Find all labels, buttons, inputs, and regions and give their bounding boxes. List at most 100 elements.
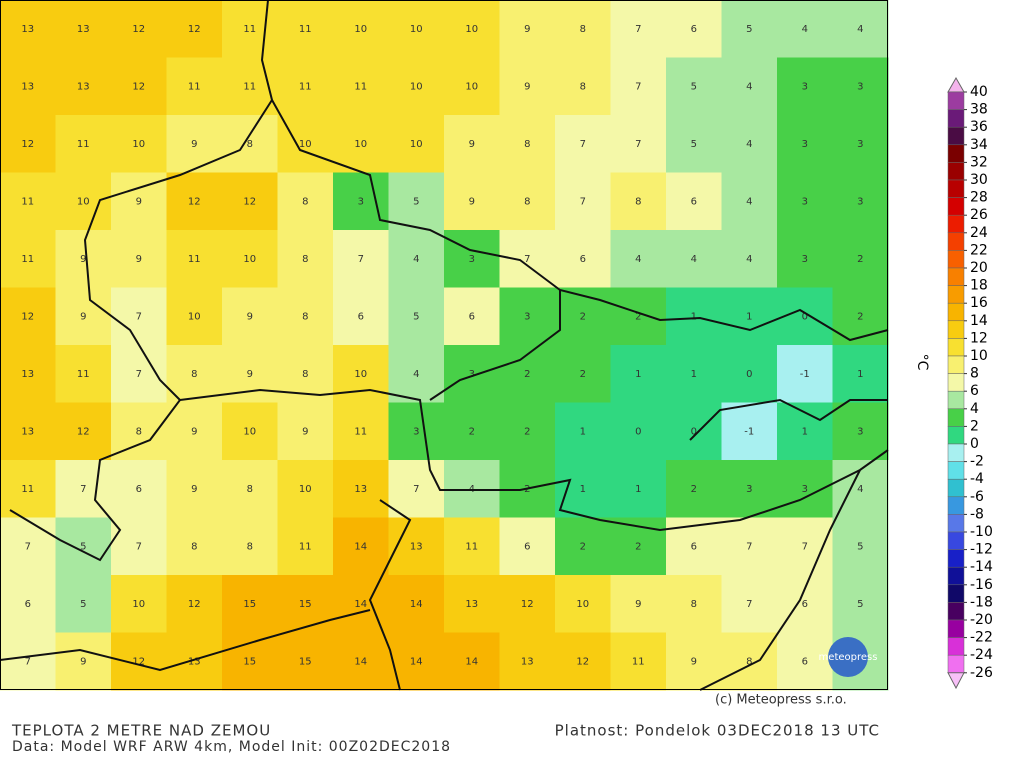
temperature-label: 11 — [243, 24, 256, 35]
temperature-label: 10 — [77, 196, 90, 207]
temperature-cell — [222, 172, 278, 231]
temperature-label: 8 — [691, 599, 697, 610]
temperature-label: 9 — [524, 24, 530, 35]
temperature-label: 13 — [21, 426, 34, 437]
temperature-cell — [166, 57, 223, 116]
temperature-cell — [333, 115, 389, 173]
temperature-cell — [832, 517, 889, 576]
temperature-label: 7 — [524, 254, 530, 265]
colorbar-label: 28 — [970, 190, 988, 206]
temperature-cell — [721, 172, 778, 231]
temperature-cell — [388, 345, 445, 403]
temperature-label: 13 — [188, 656, 201, 667]
colorbar-band — [947, 408, 965, 427]
temperature-cell — [499, 115, 556, 173]
temperature-label: 10 — [354, 139, 367, 150]
temperature-label: 10 — [354, 369, 367, 380]
temperature-cell — [111, 517, 167, 576]
temperature-cell — [610, 0, 667, 58]
temperature-cell — [0, 632, 56, 691]
temperature-cell — [55, 402, 112, 461]
temperature-cell — [666, 172, 722, 231]
temperature-cell — [555, 230, 611, 288]
temperature-cell — [166, 0, 223, 58]
temperature-cell — [444, 0, 500, 58]
temperature-label: 4 — [746, 196, 752, 207]
temperature-cell — [0, 460, 56, 518]
temperature-label: 12 — [188, 24, 201, 35]
colorbar-top — [947, 76, 965, 93]
colorbar-band — [947, 584, 965, 603]
temperature-label: 7 — [136, 311, 142, 322]
temperature-cell — [55, 517, 112, 576]
temperature-label: 12 — [243, 196, 256, 207]
temperature-cell — [388, 57, 445, 116]
temperature-cell — [333, 287, 389, 346]
colorbar-label: 26 — [970, 207, 988, 223]
temperature-cell — [222, 0, 278, 58]
colorbar-label: 24 — [970, 225, 988, 241]
colorbar-band — [947, 373, 965, 392]
temperature-cell — [666, 57, 722, 116]
temperature-cell — [166, 172, 223, 231]
colorbar-label: 12 — [970, 330, 988, 346]
temperature-cell — [0, 57, 56, 116]
border — [0, 609, 371, 672]
temperature-cell — [444, 517, 500, 576]
temperature-label: 11 — [632, 656, 645, 667]
temperature-label: 8 — [580, 81, 586, 92]
temperature-label: 12 — [132, 656, 145, 667]
temperature-label: 9 — [635, 599, 641, 610]
temperature-label: 6 — [691, 24, 697, 35]
colorbar-band — [947, 144, 965, 163]
temperature-cell — [666, 460, 722, 518]
temperature-label: 0 — [802, 311, 808, 322]
colorbar-band — [947, 566, 965, 586]
temperature-label: 13 — [21, 81, 34, 92]
temperature-label: 6 — [25, 599, 31, 610]
temperature-cell — [444, 402, 500, 461]
temperature-label: 6 — [691, 541, 697, 552]
colorbar-band — [947, 214, 965, 234]
temperature-label: 4 — [413, 369, 419, 380]
temperature-label: 10 — [576, 599, 589, 610]
temperature-cell — [777, 345, 833, 403]
temperature-label: 11 — [21, 196, 34, 207]
temperature-label: 14 — [465, 656, 478, 667]
temperature-label: 4 — [413, 254, 419, 265]
colorbar-band — [947, 338, 965, 357]
temperature-label: 6 — [802, 656, 808, 667]
border — [179, 388, 889, 532]
temperature-cell — [610, 115, 667, 173]
temperature-cell — [166, 632, 223, 691]
temperature-cell — [222, 517, 278, 576]
colorbar-label: 18 — [970, 278, 988, 294]
temperature-cell — [499, 172, 556, 231]
temperature-label: 0 — [746, 369, 752, 380]
temperature-label: 10 — [132, 139, 145, 150]
temperature-cell — [388, 230, 445, 288]
temperature-cell — [166, 402, 223, 461]
temperature-label: 8 — [302, 254, 308, 265]
temperature-label: 10 — [299, 139, 312, 150]
temperature-cell — [832, 115, 889, 173]
temperature-cell — [444, 345, 500, 403]
temperature-label: 2 — [635, 541, 641, 552]
temperature-label: 3 — [857, 81, 863, 92]
colorbar-band — [947, 478, 965, 498]
colorbar-label: -8 — [970, 506, 984, 522]
model-info: Data: Model WRF ARW 4km, Model Init: 00Z… — [12, 739, 451, 755]
colorbar-label: 38 — [970, 102, 988, 118]
temperature-label: 6 — [358, 311, 364, 322]
temperature-cell — [832, 402, 889, 461]
temperature-label: 11 — [299, 541, 312, 552]
temperature-cell — [222, 287, 278, 346]
temperature-label: 9 — [136, 196, 142, 207]
temperature-cell — [55, 172, 112, 231]
temperature-label: 0 — [635, 426, 641, 437]
temperature-cell — [55, 57, 112, 116]
temperature-label: 9 — [469, 196, 475, 207]
temperature-cell — [333, 517, 389, 576]
temperature-label: 13 — [410, 541, 423, 552]
temperature-label: 11 — [21, 254, 34, 265]
